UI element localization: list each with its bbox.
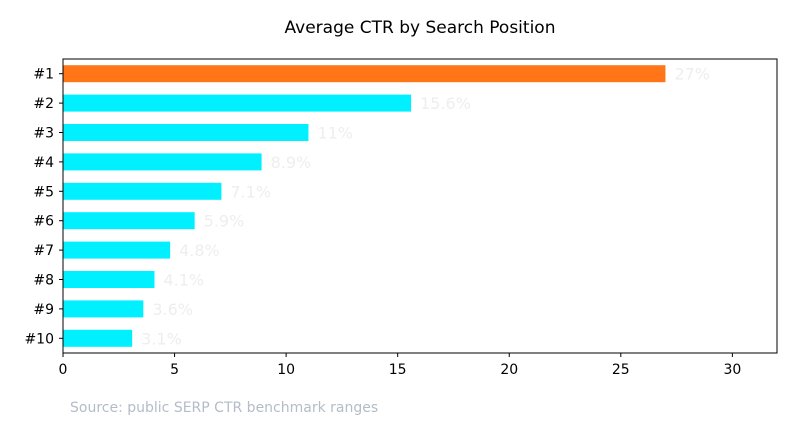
value-label-4: 8.9% [271,153,312,172]
bar-1 [63,65,666,83]
x-tick-label-0: 0 [59,362,68,378]
value-label-6: 5.9% [204,212,245,231]
value-label-2: 15.6% [420,94,471,113]
x-tick-label-1: 5 [170,362,179,378]
x-tick-label-5: 25 [612,362,630,378]
y-axis-ticks: #1 #2 #3 #4 #5 #6 #7 #8 #9 #10 [24,67,63,347]
value-label-5: 7.1% [230,182,271,201]
y-tick-label-4: #4 [33,155,54,171]
y-tick-label-3: #3 [33,126,54,142]
y-tick-label-10: #10 [24,331,54,347]
bar-9 [63,300,144,318]
bar-6 [63,212,195,230]
x-axis-ticks: 0 5 10 15 20 25 30 [59,353,741,378]
value-label-3: 11% [317,124,353,143]
y-tick-label-9: #9 [33,302,54,318]
x-tick-label-2: 10 [277,362,295,378]
bar-4 [63,153,262,171]
plot-frame [62,58,778,354]
value-label-9: 3.6% [152,300,193,319]
x-tick-label-3: 15 [389,362,407,378]
value-label-10: 3.1% [141,329,182,348]
bar-2 [63,94,412,112]
value-label-1: 27% [674,65,710,84]
chart-title: Average CTR by Search Position [285,18,556,38]
value-labels-layer: 27% 15.6% 11% 8.9%7.1% 5.9% 4.8% 4.1% 3.6% 3.1% [141,65,710,349]
bars-layer [63,65,666,347]
y-tick-label-7: #7 [33,243,54,259]
y-tick-label-6: #6 [33,214,54,230]
x-tick-label-6: 30 [723,362,741,378]
y-tick-label-5: #5 [33,184,54,200]
source-footnote: Source: public SERP CTR benchmark ranges [70,400,378,416]
value-label-7: 4.8% [179,241,220,260]
x-tick-label-4: 20 [500,362,518,378]
bar-3 [63,124,309,141]
bar-8 [63,271,155,288]
y-tick-label-8: #8 [33,273,54,289]
bar-7 [63,241,171,259]
y-tick-label-1: #1 [33,67,54,83]
value-label-8: 4.1% [163,271,204,290]
bar-10 [63,329,133,347]
bar-5 [63,182,222,200]
y-tick-label-2: #2 [33,96,54,112]
